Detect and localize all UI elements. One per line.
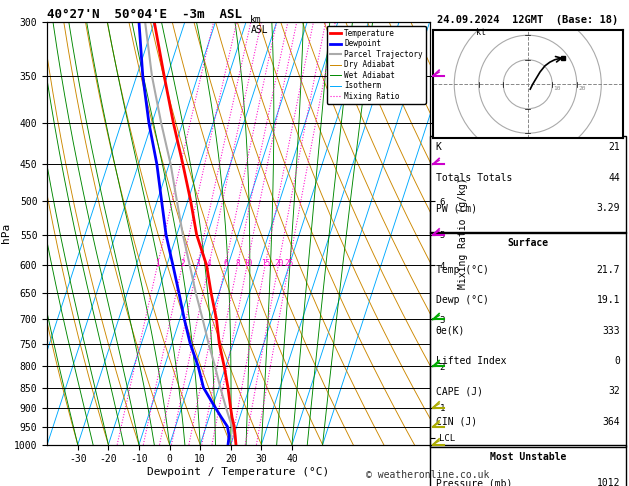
Text: CIN (J): CIN (J) [435,417,477,427]
Y-axis label: hPa: hPa [1,223,11,243]
Text: 15: 15 [261,259,270,268]
Text: 4: 4 [207,259,211,268]
Text: 32: 32 [608,386,620,397]
Text: Surface: Surface [507,238,548,248]
Text: 21.7: 21.7 [596,265,620,275]
Text: 6: 6 [223,259,228,268]
Text: km: km [250,15,262,25]
Text: 1: 1 [155,259,160,268]
Text: 21: 21 [608,142,620,153]
Text: Dewp (°C): Dewp (°C) [435,295,489,305]
Text: 10: 10 [243,259,252,268]
Text: 20: 20 [578,87,586,91]
Text: Most Unstable: Most Unstable [489,451,566,462]
Text: 40°27'N  50°04'E  -3m  ASL: 40°27'N 50°04'E -3m ASL [47,8,242,21]
Text: 8: 8 [235,259,240,268]
Text: θe(K): θe(K) [435,326,465,336]
Text: Lifted Index: Lifted Index [435,356,506,366]
Text: 3: 3 [196,259,200,268]
Text: Temp (°C): Temp (°C) [435,265,489,275]
Legend: Temperature, Dewpoint, Parcel Trajectory, Dry Adiabat, Wet Adiabat, Isotherm, Mi: Temperature, Dewpoint, Parcel Trajectory… [326,26,426,104]
Text: Totals Totals: Totals Totals [435,173,512,183]
Text: 1012: 1012 [596,478,620,486]
Text: 3.29: 3.29 [596,203,620,213]
Y-axis label: Mixing Ratio (g/kg): Mixing Ratio (g/kg) [459,177,469,289]
Text: © weatheronline.co.uk: © weatheronline.co.uk [366,470,489,480]
Text: kt: kt [476,28,486,37]
Text: 44: 44 [608,173,620,183]
Text: 0: 0 [614,356,620,366]
Text: ASL: ASL [250,25,268,35]
Text: 364: 364 [603,417,620,427]
Text: 25: 25 [284,259,294,268]
Text: 24.09.2024  12GMT  (Base: 18): 24.09.2024 12GMT (Base: 18) [437,15,618,25]
Text: 2: 2 [181,259,185,268]
Text: Pressure (mb): Pressure (mb) [435,478,512,486]
Text: 10: 10 [554,87,561,91]
Text: CAPE (J): CAPE (J) [435,386,482,397]
Text: 19.1: 19.1 [596,295,620,305]
Text: K: K [435,142,442,153]
Text: 333: 333 [603,326,620,336]
X-axis label: Dewpoint / Temperature (°C): Dewpoint / Temperature (°C) [147,467,330,477]
Text: PW (cm): PW (cm) [435,203,477,213]
Text: 20: 20 [274,259,283,268]
